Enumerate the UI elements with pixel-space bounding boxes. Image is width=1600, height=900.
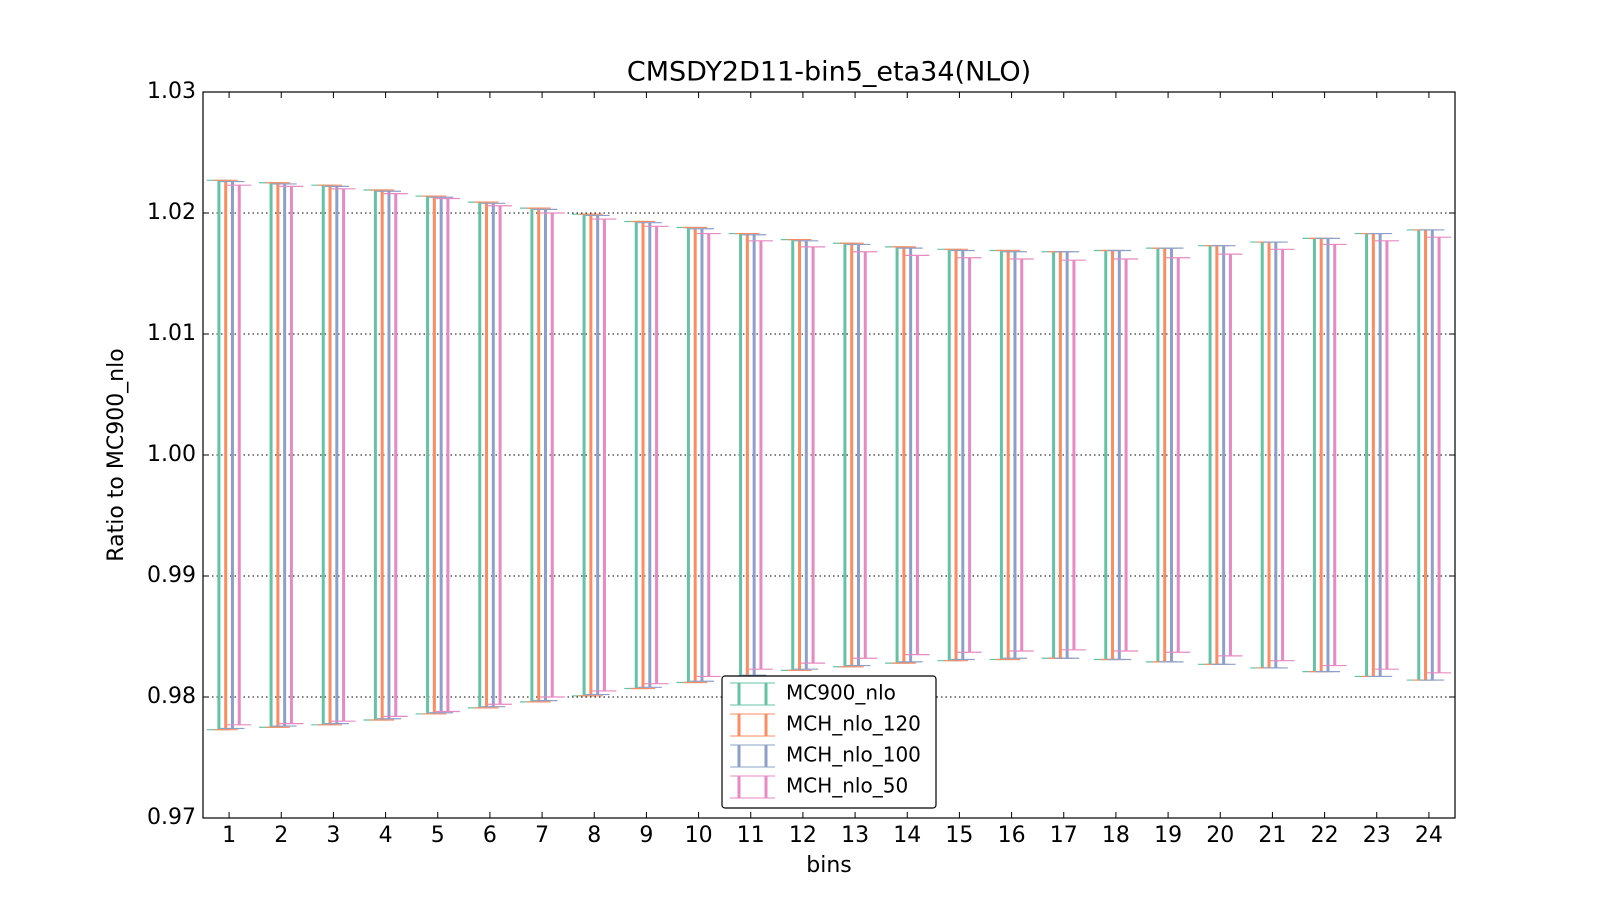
x-tick-label: 19 bbox=[1154, 823, 1182, 848]
x-tick-label: 10 bbox=[685, 823, 713, 848]
x-tick-label: 20 bbox=[1206, 823, 1234, 848]
y-tick-label: 1.00 bbox=[147, 442, 196, 467]
x-tick-label: 3 bbox=[326, 823, 340, 848]
x-tick-label: 24 bbox=[1415, 823, 1443, 848]
legend-label: MCH_nlo_120 bbox=[786, 712, 921, 736]
x-tick-label: 11 bbox=[737, 823, 765, 848]
legend-label: MC900_nlo bbox=[786, 681, 896, 705]
y-tick-label: 0.99 bbox=[147, 563, 196, 588]
chart-title: CMSDY2D11-bin5_eta34(NLO) bbox=[627, 57, 1031, 88]
y-tick-label: 1.03 bbox=[147, 79, 196, 104]
x-tick-label: 7 bbox=[535, 823, 549, 848]
y-tick-label: 0.97 bbox=[147, 805, 196, 830]
y-axis-label: Ratio to MC900_nlo bbox=[104, 348, 129, 561]
y-tick-label: 0.98 bbox=[147, 684, 196, 709]
plot-frame bbox=[202, 91, 1456, 819]
x-tick-label: 15 bbox=[945, 823, 973, 848]
x-tick-label: 1 bbox=[222, 823, 236, 848]
x-tick-label: 8 bbox=[587, 823, 601, 848]
x-tick-label: 2 bbox=[274, 823, 288, 848]
x-tick-label: 14 bbox=[893, 823, 921, 848]
y-tick-label: 1.02 bbox=[147, 200, 196, 225]
legend-label: MCH_nlo_100 bbox=[786, 743, 921, 767]
x-tick-label: 13 bbox=[841, 823, 869, 848]
legend-label: MCH_nlo_50 bbox=[786, 774, 908, 798]
x-tick-label: 21 bbox=[1258, 823, 1286, 848]
x-tick-label: 4 bbox=[379, 823, 393, 848]
legend-box bbox=[721, 675, 937, 809]
y-tick-label: 1.01 bbox=[147, 321, 196, 346]
x-tick-label: 5 bbox=[431, 823, 445, 848]
x-tick-label: 12 bbox=[789, 823, 817, 848]
x-tick-label: 6 bbox=[483, 823, 497, 848]
x-tick-label: 16 bbox=[998, 823, 1026, 848]
x-axis-label: bins bbox=[806, 853, 851, 878]
legend: MC900_nlo MCH_nlo_120 MCH_nlo_100 MCH_nlo_5… bbox=[721, 675, 937, 809]
x-tick-label: 22 bbox=[1311, 823, 1339, 848]
x-tick-label: 17 bbox=[1050, 823, 1078, 848]
x-tick-label: 23 bbox=[1363, 823, 1391, 848]
x-tick-label: 18 bbox=[1102, 823, 1130, 848]
x-tick-label: 9 bbox=[639, 823, 653, 848]
